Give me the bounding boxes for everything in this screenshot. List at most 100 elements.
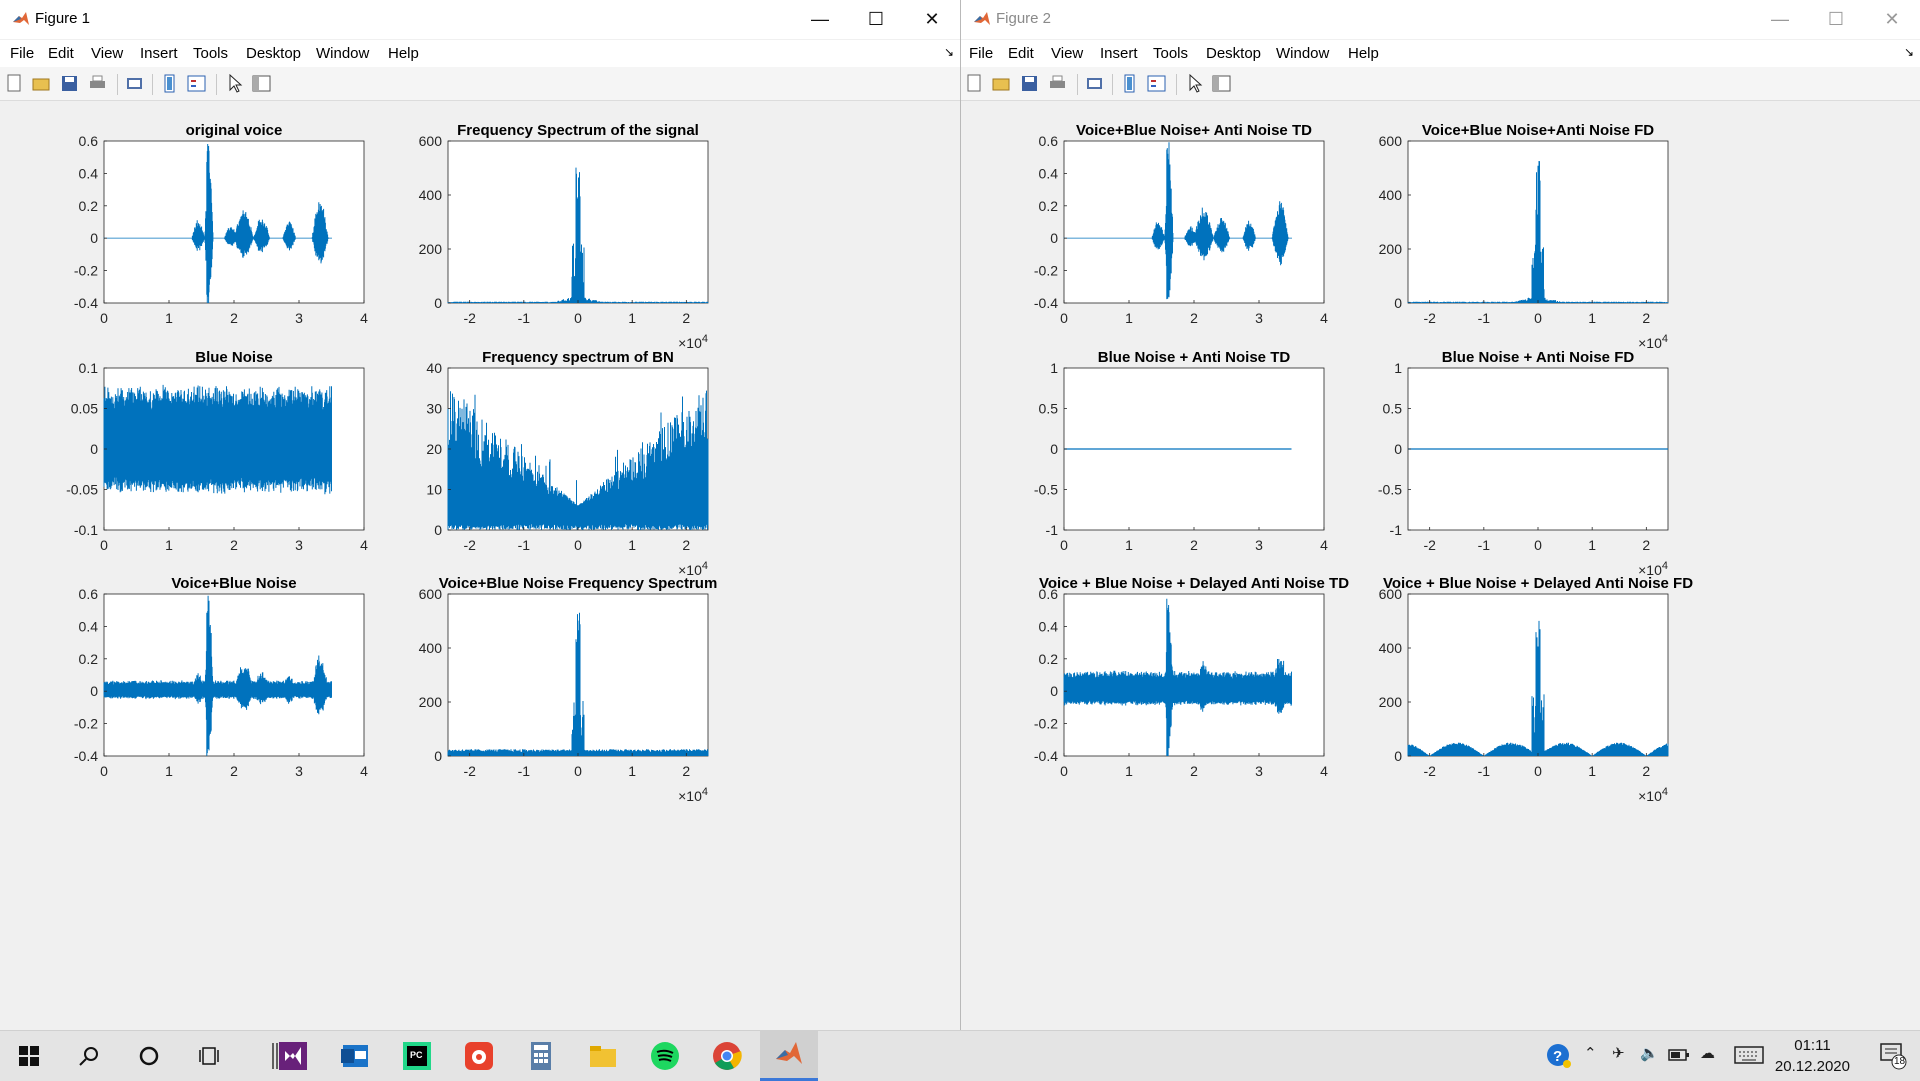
menu-view[interactable]: View [91, 45, 124, 62]
y-tick-label: -0.4 [74, 748, 98, 764]
close-button[interactable]: ✕ [924, 9, 940, 29]
menu-window[interactable]: Window [316, 45, 370, 62]
menu-tools[interactable]: Tools [193, 45, 229, 62]
x-tick-label: 0 [1534, 310, 1542, 326]
x-tick-label: 0 [574, 763, 582, 779]
save-icon[interactable] [60, 74, 79, 93]
new-figure-icon[interactable] [965, 74, 984, 93]
y-tick-label: -1 [1046, 522, 1059, 538]
help-icon[interactable]: ? [1546, 1043, 1572, 1069]
y-tick-label: 0 [90, 441, 98, 457]
new-figure-icon[interactable] [5, 74, 24, 93]
task-view-button[interactable] [180, 1031, 238, 1081]
y-tick-label: 0.2 [79, 198, 99, 214]
notifications-button[interactable]: 18 [1878, 1041, 1908, 1071]
open-file-icon[interactable] [992, 74, 1011, 93]
x-tick-label: 0 [1534, 537, 1542, 553]
save-icon[interactable] [1020, 74, 1039, 93]
show-hidden-icons-icon[interactable]: ⌃ [1584, 1045, 1597, 1062]
figure-1-window[interactable]: Figure 1 — ☐ ✕ File Edit View Insert Too… [0, 0, 961, 1030]
menu-edit[interactable]: Edit [1008, 45, 1034, 62]
clock[interactable]: 01:11 20.12.2020 [1775, 1035, 1850, 1077]
y-tick-label: 200 [419, 694, 443, 710]
property-inspector-icon[interactable] [252, 74, 271, 93]
volume-icon[interactable]: 🔈 [1640, 1045, 1659, 1062]
menu-file[interactable]: File [10, 45, 35, 62]
taskbar-app-matlab[interactable] [760, 1031, 818, 1081]
menu-insert[interactable]: Insert [140, 45, 178, 62]
minimize-button[interactable]: — [1771, 9, 1789, 29]
pointer-icon[interactable] [1186, 74, 1205, 93]
menu-desktop[interactable]: Desktop [246, 45, 302, 62]
signal-line [103, 595, 332, 756]
menu-bar: File Edit View Insert Tools Desktop Wind… [961, 40, 1920, 67]
print-icon[interactable] [1048, 74, 1067, 93]
x-tick-label: 1 [1125, 310, 1133, 326]
y-tick-label: 200 [1379, 694, 1403, 710]
x-tick-label: 1 [1125, 537, 1133, 553]
x-tick-label: 4 [360, 537, 368, 553]
airplane-mode-icon[interactable]: ✈ [1612, 1045, 1625, 1062]
onedrive-icon[interactable]: ☁ [1700, 1045, 1715, 1062]
x-tick-label: 1 [1125, 763, 1133, 779]
print-icon[interactable] [88, 74, 107, 93]
close-button[interactable]: ✕ [1884, 9, 1900, 29]
maximize-button[interactable]: ☐ [867, 9, 885, 29]
taskbar-app-calculator[interactable] [512, 1031, 570, 1081]
cortana-button[interactable] [120, 1031, 178, 1081]
figure-2-axes-canvas[interactable]: 0 1 2 3 4 0.6 0.4 0.2 0 -0.2 -0.4 Voice+Blue Noise+… [961, 101, 1920, 1030]
legend-icon[interactable] [187, 74, 206, 93]
menu-view[interactable]: View [1051, 45, 1084, 62]
pycharm-icon: PC [403, 1042, 431, 1070]
property-inspector-icon[interactable] [1212, 74, 1231, 93]
taskbar-app-pycharm[interactable]: PC [388, 1031, 446, 1081]
y-tick-label: -0.2 [1034, 716, 1058, 732]
y-tick-label: 0.4 [79, 618, 99, 634]
menu-desktop[interactable]: Desktop [1206, 45, 1262, 62]
print-preview-icon[interactable] [125, 74, 144, 93]
search-icon [79, 1047, 98, 1066]
start-button[interactable] [0, 1031, 58, 1081]
y-tick-label: 0 [90, 230, 98, 246]
taskbar-app-red[interactable] [450, 1031, 508, 1081]
dock-arrow-icon[interactable]: ↘ [1903, 45, 1914, 59]
y-tick-label: 0 [1050, 441, 1058, 457]
menu-tools[interactable]: Tools [1153, 45, 1189, 62]
taskbar-app-outlook[interactable] [326, 1031, 384, 1081]
title-bar[interactable]: Figure 2 — ☐ ✕ [961, 0, 1920, 39]
y-tick-label: 0.4 [79, 165, 99, 181]
colorbar-icon[interactable] [160, 74, 179, 93]
notification-count: 18 [1894, 1056, 1906, 1067]
y-tick-label: 400 [419, 640, 443, 656]
signal-line [1063, 598, 1292, 756]
menu-help[interactable]: Help [1348, 45, 1379, 62]
battery-icon[interactable] [1668, 1048, 1690, 1062]
taskbar-app-chrome[interactable] [698, 1031, 756, 1081]
clock-date: 20.12.2020 [1774, 1058, 1850, 1075]
menu-window[interactable]: Window [1276, 45, 1330, 62]
legend-icon[interactable] [1147, 74, 1166, 93]
x-tick-label: 4 [360, 763, 368, 779]
figure-2-window[interactable]: Figure 2 — ☐ ✕ File Edit View Insert Too… [961, 0, 1920, 1030]
title-bar[interactable]: Figure 1 — ☐ ✕ [0, 0, 960, 39]
taskbar-app-spotify[interactable] [636, 1031, 694, 1081]
pointer-icon[interactable] [226, 74, 245, 93]
y-tick-label: 600 [1379, 586, 1403, 602]
keyboard-icon[interactable] [1734, 1046, 1764, 1064]
menu-edit[interactable]: Edit [48, 45, 74, 62]
minimize-button[interactable]: — [811, 9, 829, 29]
colorbar-icon[interactable] [1120, 74, 1139, 93]
print-preview-icon[interactable] [1085, 74, 1104, 93]
x-tick-label: 1 [628, 763, 636, 779]
search-button[interactable] [60, 1031, 118, 1081]
menu-help[interactable]: Help [388, 45, 419, 62]
open-file-icon[interactable] [32, 74, 51, 93]
taskbar-separator [246, 1031, 304, 1081]
menu-file[interactable]: File [969, 45, 994, 62]
taskbar-app-visual-studio[interactable] [264, 1031, 322, 1081]
maximize-button[interactable]: ☐ [1827, 9, 1845, 29]
taskbar-app-file-explorer[interactable] [574, 1031, 632, 1081]
menu-insert[interactable]: Insert [1100, 45, 1138, 62]
dock-arrow-icon[interactable]: ↘ [943, 45, 954, 59]
